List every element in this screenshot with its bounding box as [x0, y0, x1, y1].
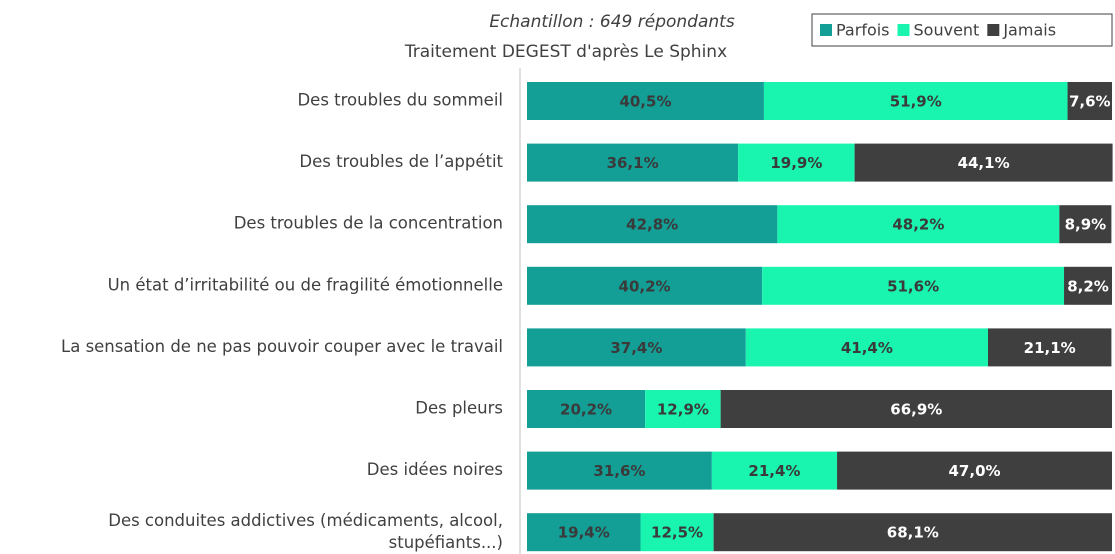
value-label: 19,4% — [558, 524, 610, 542]
legend-box — [811, 13, 1113, 47]
bar-segment — [713, 513, 1112, 552]
bar-segment — [837, 451, 1112, 490]
legend-swatch — [820, 24, 832, 36]
bar-segment — [527, 513, 641, 552]
legend-label: Jamais — [1002, 21, 1056, 40]
value-label: 51,9% — [890, 93, 942, 111]
value-label: 40,2% — [619, 277, 671, 295]
legend-swatch — [987, 24, 1000, 36]
value-label: 37,4% — [610, 339, 662, 357]
bar-segment — [1064, 266, 1112, 305]
value-label: 48,2% — [892, 216, 944, 234]
value-label: 41,4% — [841, 339, 893, 357]
y-tick-label: Des troubles du sommeil — [297, 91, 503, 110]
value-label: 42,8% — [626, 216, 678, 234]
bar-segment — [987, 328, 1112, 367]
y-tick-label: Des troubles de l’appétit — [299, 152, 503, 171]
value-label: 20,2% — [560, 401, 612, 419]
y-tick-label: Des conduites addictives (médicaments, a… — [108, 511, 503, 552]
value-label: 51,6% — [887, 277, 939, 295]
bar-segment — [745, 328, 988, 367]
value-label: 31,6% — [593, 462, 645, 480]
legend-swatch — [897, 24, 910, 36]
y-tick-label: Des idées noires — [367, 460, 503, 479]
y-tick-label: Un état d’irritabilité ou de fragilité é… — [108, 275, 503, 294]
bar-segment — [762, 266, 1065, 305]
bar-segment — [640, 513, 714, 552]
value-label: 12,9% — [657, 401, 709, 419]
bar-segment — [738, 143, 855, 182]
value-label: 8,9% — [1065, 216, 1107, 234]
bar-segment — [777, 205, 1060, 244]
bar-segment — [527, 451, 712, 490]
bar-segment — [527, 328, 746, 367]
bar-segment — [720, 390, 1112, 428]
y-tick-label: Des troubles de la concentration — [234, 214, 503, 233]
value-label: 66,9% — [890, 401, 942, 419]
bar-segment — [711, 451, 838, 490]
value-label: 12,5% — [651, 524, 703, 542]
bar-segment — [763, 82, 1068, 120]
value-label: 21,4% — [748, 462, 800, 480]
value-label: 44,1% — [958, 154, 1010, 172]
value-label: 40,5% — [619, 93, 671, 111]
bar-segment — [527, 143, 739, 182]
subtitle: Traitement DEGEST d'après Le Sphinx — [404, 42, 727, 62]
legend-label: Souvent — [914, 21, 980, 40]
bar-segment — [527, 266, 763, 305]
value-label: 8,2% — [1067, 277, 1109, 295]
value-label: 21,1% — [1024, 339, 1076, 357]
y-tick-label: Des pleurs — [415, 399, 503, 418]
bar-segment — [527, 82, 764, 120]
bar-segment — [645, 390, 721, 428]
value-label: 19,9% — [770, 154, 822, 172]
value-label: 47,0% — [949, 462, 1001, 480]
value-label: 68,1% — [887, 524, 939, 542]
bar-segment — [527, 390, 646, 428]
y-tick-label: La sensation de ne pas pouvoir couper av… — [61, 337, 503, 356]
bar-segment — [527, 205, 778, 244]
bar-segment — [854, 143, 1113, 182]
legend-label: Parfois — [836, 21, 890, 40]
subtitle: Echantillon : 649 répondants — [489, 12, 735, 32]
bar-segment — [1059, 205, 1112, 244]
value-label: 7,6% — [1069, 93, 1111, 111]
bar-segment — [1067, 82, 1112, 120]
value-label: 36,1% — [607, 154, 659, 172]
